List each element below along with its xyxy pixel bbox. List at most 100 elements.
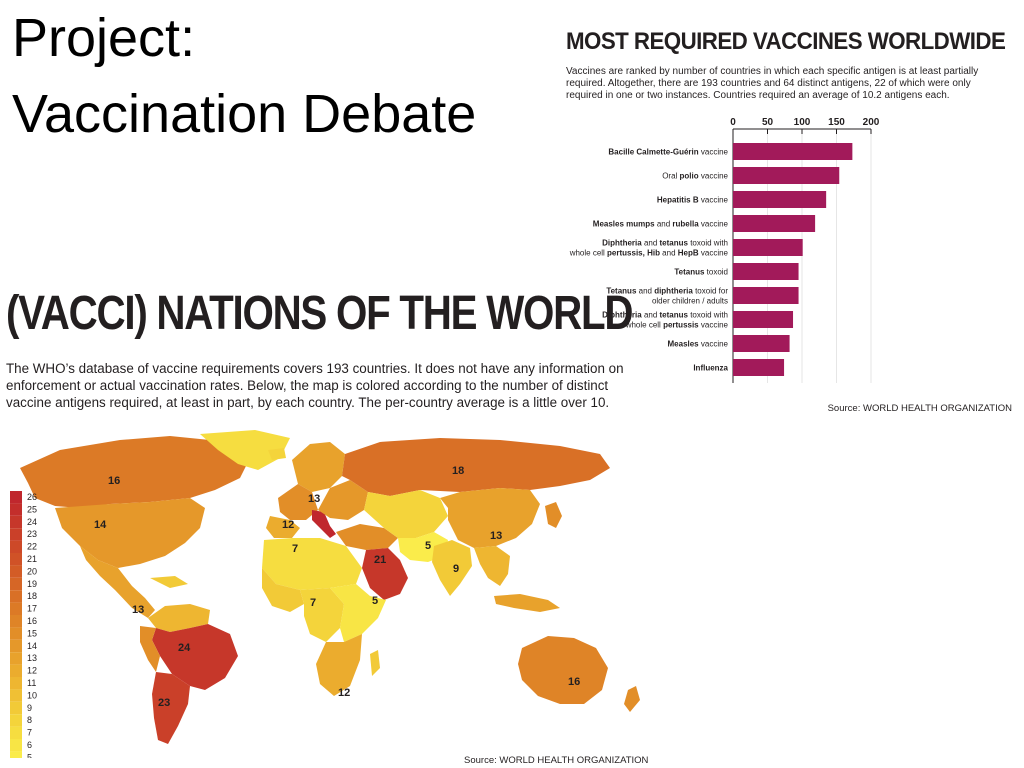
legend-label: 17 — [27, 604, 37, 614]
bar — [733, 215, 816, 232]
label-north-america-north: 16 — [108, 475, 120, 487]
bar-label: Diphtheria and tetanus toxoid with — [602, 239, 728, 248]
region-central-africa — [300, 588, 344, 642]
region-iceland — [268, 448, 286, 460]
chart-heading: MOST REQUIRED VACCINES WORLDWIDE — [566, 28, 1006, 55]
legend-label: 13 — [27, 653, 37, 663]
legend-label: 25 — [27, 504, 37, 514]
x-tick-label: 200 — [863, 117, 880, 128]
legend-label: 23 — [27, 529, 37, 539]
legend-label: 19 — [27, 579, 37, 589]
legend-swatch — [10, 714, 22, 727]
legend-label: 24 — [27, 517, 37, 527]
label-europe-north: 13 — [308, 493, 320, 505]
bar-label: Bacille Calmette-Guérin vaccine — [608, 148, 728, 157]
bar — [733, 287, 799, 304]
label-north-africa: 7 — [292, 543, 298, 555]
legend-label: 10 — [27, 690, 37, 700]
bar — [733, 335, 790, 352]
legend-swatch — [10, 491, 22, 504]
chart-description: Vaccines are ranked by number of countri… — [566, 66, 979, 101]
label-central-asia: 5 — [425, 540, 431, 552]
legend-label: 26 — [27, 492, 37, 502]
region-west-africa — [262, 568, 304, 612]
bar-label: Oral polio vaccine — [662, 172, 728, 181]
region-madagascar — [370, 650, 380, 676]
legend-swatch — [10, 701, 22, 715]
region-europe-west — [278, 484, 318, 520]
legend-swatch — [10, 726, 22, 739]
region-east-africa — [330, 584, 386, 642]
legend-label: 22 — [27, 542, 37, 552]
legend-swatch — [10, 540, 22, 553]
legend-swatch — [10, 751, 22, 764]
label-australia: 16 — [568, 676, 580, 688]
slide-title-line-1: Project: — [12, 8, 196, 68]
map-description: The WHO’s database of vaccine requiremen… — [6, 361, 624, 410]
label-iberia: 12 — [282, 519, 294, 531]
region-greenland — [200, 430, 290, 470]
region-new-zealand — [624, 686, 640, 712]
region-italy — [312, 510, 336, 538]
region-japan — [545, 502, 562, 528]
region-south-africa — [316, 634, 362, 696]
legend-label: 11 — [27, 678, 36, 688]
legend-label: 9 — [27, 703, 32, 713]
region-brazil — [152, 624, 238, 690]
world-map: 262524232221201918171615141312111098765 … — [10, 430, 640, 764]
legend-swatch — [10, 739, 22, 752]
bar-chart: 0 50 100 150 200 Bacille Calmette-Guérin vacc… — [569, 117, 880, 383]
x-tick-label: 100 — [794, 117, 811, 128]
region-australia — [518, 636, 608, 704]
legend-swatch — [10, 590, 22, 603]
legend-swatch — [10, 515, 22, 529]
legend-swatch — [10, 565, 22, 578]
x-tick-label: 0 — [730, 117, 736, 128]
bar — [733, 263, 799, 280]
map-legend: 26 25 24 23 22 21 20 19 18 17 16 15 14 13 12 11 10 9 8 7 6 5 — [10, 491, 37, 764]
world-map-panel: 26 25 24 23 22 21 20 19 18 17 16 15 14 13 12 11 10 9 8 7 6 5 … — [0, 428, 650, 764]
region-north-america-us — [55, 498, 205, 568]
legend-label: 18 — [27, 591, 37, 601]
map-heading: (VACCI) NATIONS OF THE WORLD — [6, 287, 633, 340]
bar-label: Influenza — [693, 364, 728, 373]
legend-swatch — [10, 664, 22, 677]
region-argentina — [152, 672, 190, 744]
bar — [733, 167, 840, 184]
legend-swatch — [10, 689, 22, 702]
map-source: Source: WORLD HEALTH ORGANIZATION — [464, 755, 649, 766]
x-tick-label: 50 — [762, 117, 774, 128]
region-caribbean — [150, 576, 188, 588]
bar — [733, 359, 785, 376]
legend-label: 6 — [27, 740, 32, 750]
bar — [733, 143, 853, 160]
region-middle-east — [336, 524, 398, 550]
bar-label: Hepatitis B vaccine — [657, 196, 729, 205]
label-china: 13 — [490, 530, 502, 542]
bar-label: whole cell pertussis vaccine — [625, 321, 729, 330]
legend-swatch — [10, 553, 22, 566]
slide-title: Project: Vaccination Debate — [12, 0, 572, 152]
legend-swatch — [10, 627, 22, 640]
region-central-america — [80, 546, 155, 618]
region-iberia — [266, 516, 300, 538]
legend-label: 16 — [27, 616, 37, 626]
region-north-africa — [262, 538, 362, 590]
legend-label: 14 — [27, 641, 37, 651]
label-india: 9 — [453, 563, 459, 575]
legend-swatch — [10, 577, 22, 591]
label-russia: 18 — [452, 465, 464, 477]
legend-swatch — [10, 528, 22, 541]
bar — [733, 239, 803, 256]
label-south-africa: 12 — [338, 687, 350, 699]
region-southeast-asia — [474, 546, 510, 586]
legend-swatch — [10, 615, 22, 628]
legend-label: 8 — [27, 715, 32, 725]
region-indonesia — [494, 594, 560, 612]
label-central-africa: 7 — [310, 597, 316, 609]
bar-label: Tetanus toxoid — [674, 268, 728, 277]
legend-label: 7 — [27, 728, 32, 738]
legend-swatch — [10, 503, 22, 516]
region-europe-north — [292, 442, 345, 492]
label-east-africa: 5 — [372, 595, 378, 607]
